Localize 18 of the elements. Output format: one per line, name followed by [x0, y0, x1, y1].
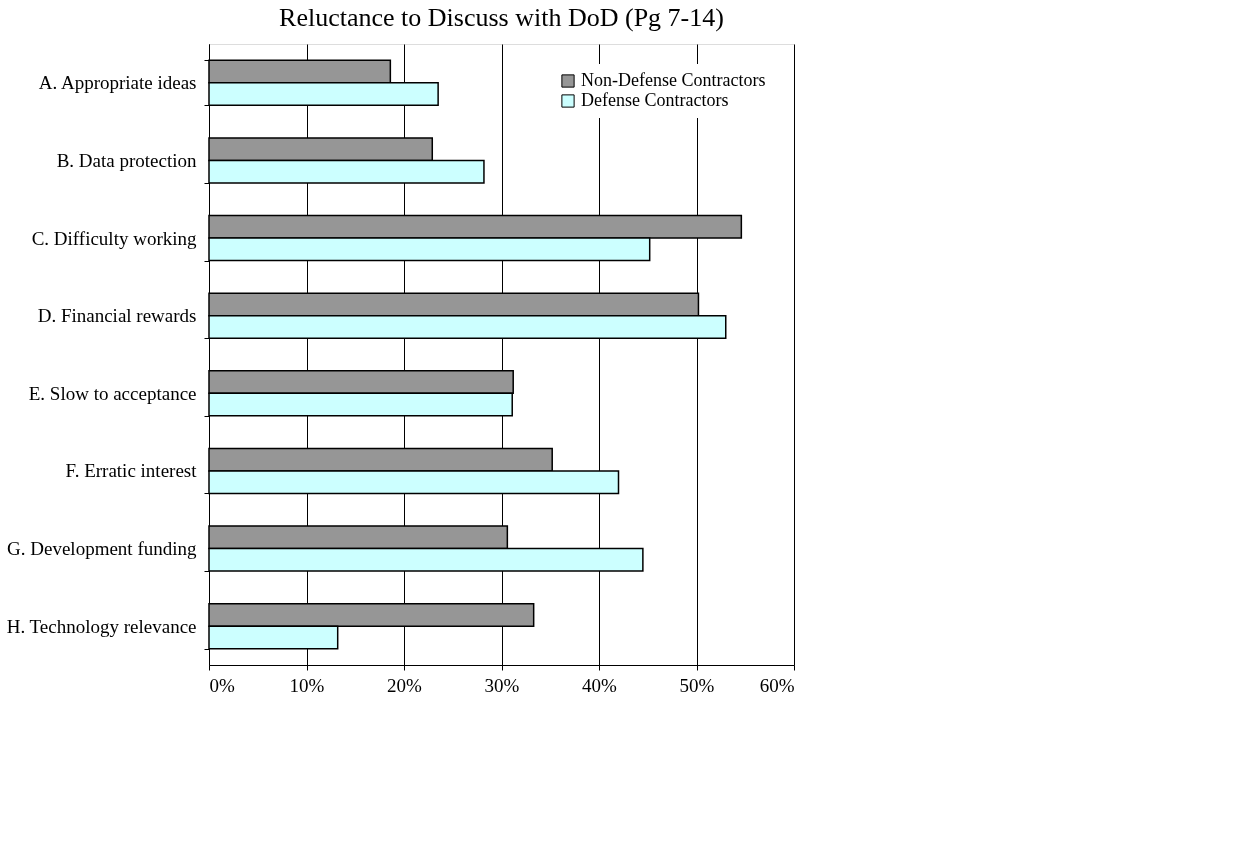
y-tick-label: D. Financial rewards — [37, 305, 197, 327]
legend-label: Non-Defense Contractors — [581, 70, 766, 90]
x-tick-label: 60% — [759, 674, 795, 696]
x-tick-label: 10% — [289, 674, 325, 696]
x-tick-label: 50% — [679, 674, 715, 696]
y-tick-label: E. Slow to acceptance — [28, 382, 197, 404]
y-tick-label: B. Data protection — [56, 149, 197, 171]
y-tick-label: A. Appropriate ideas — [38, 72, 197, 94]
y-tick-label: G. Development funding — [7, 538, 197, 560]
x-tick-label: 30% — [484, 674, 520, 696]
chart-title: Reluctance to Discuss with DoD (Pg 7-14) — [279, 3, 724, 32]
legend-label: Defense Contractors — [581, 90, 729, 110]
x-tick-label: 0% — [209, 674, 235, 696]
x-tick-label: 20% — [387, 674, 423, 696]
y-tick-label: C. Difficulty working — [31, 227, 197, 249]
x-tick-label: 40% — [582, 674, 618, 696]
y-tick-label: H. Technology relevance — [6, 615, 197, 637]
y-tick-label: F. Erratic interest — [65, 460, 198, 482]
